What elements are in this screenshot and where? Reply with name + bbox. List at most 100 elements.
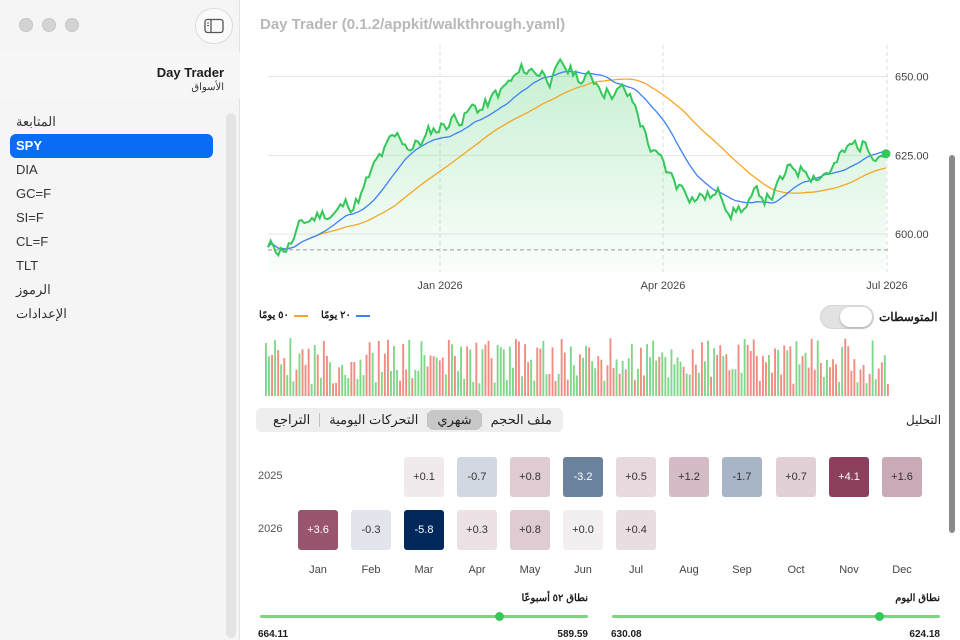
volume-bar bbox=[789, 346, 792, 396]
volume-bar bbox=[563, 352, 566, 396]
heatmap-cell[interactable]: +4.1 bbox=[829, 457, 869, 497]
x-tick-label: Jul 2026 bbox=[866, 280, 908, 292]
volume-bar bbox=[877, 368, 880, 396]
heatmap-cell[interactable]: +1.6 bbox=[882, 457, 922, 497]
volume-bar bbox=[835, 364, 837, 396]
volume-bar bbox=[432, 356, 435, 396]
heatmap-cell[interactable]: +0.8 bbox=[510, 510, 550, 550]
volume-bar bbox=[829, 367, 831, 396]
volume-bar bbox=[612, 367, 615, 396]
analysis-tab[interactable]: شهري bbox=[428, 410, 481, 430]
heatmap-cell[interactable]: -0.3 bbox=[351, 510, 391, 550]
volume-bar bbox=[600, 359, 603, 396]
volume-bar bbox=[804, 352, 807, 396]
volume-bar bbox=[508, 346, 511, 396]
week52-low-value: 589.59 bbox=[557, 629, 588, 640]
volume-bar bbox=[560, 339, 563, 396]
volume-bar bbox=[484, 344, 487, 396]
sidebar-scrollbar[interactable] bbox=[226, 113, 236, 638]
minimize-window-button[interactable] bbox=[42, 18, 56, 32]
volume-bar bbox=[347, 378, 350, 396]
analysis-tab[interactable]: ملف الحجم bbox=[490, 412, 552, 427]
sidebar-item[interactable]: SPY bbox=[10, 134, 213, 158]
volume-bar bbox=[801, 355, 804, 396]
sidebar-item[interactable]: الرموز bbox=[16, 282, 51, 297]
heatmap-cell[interactable]: +0.0 bbox=[563, 510, 603, 550]
volume-bar bbox=[380, 371, 383, 396]
volume-bar bbox=[701, 342, 703, 396]
heatmap-cell[interactable]: +0.1 bbox=[404, 457, 444, 497]
sidebar-item[interactable]: GC=F bbox=[16, 186, 52, 201]
heatmap-month-label: Mar bbox=[414, 564, 434, 576]
segment-divider bbox=[480, 413, 482, 427]
price-area bbox=[268, 59, 886, 272]
y-tick-label: 650.00 bbox=[895, 72, 929, 84]
volume-bar bbox=[862, 365, 865, 396]
sidebar-item[interactable]: DIA bbox=[16, 162, 38, 177]
analysis-tab[interactable]: التراجع bbox=[273, 412, 311, 427]
heatmap-cell[interactable]: +0.3 bbox=[457, 510, 497, 550]
volume-bar bbox=[667, 377, 670, 396]
sidebar-item[interactable]: CL=F bbox=[16, 234, 49, 249]
close-window-button[interactable] bbox=[19, 18, 33, 32]
volume-bar bbox=[576, 375, 578, 396]
volume-bar bbox=[868, 374, 871, 396]
heatmap-cell[interactable]: +3.6 bbox=[298, 510, 338, 550]
heatmap-month-label: Sep bbox=[732, 564, 752, 576]
heatmap-cell[interactable]: +0.7 bbox=[776, 457, 816, 497]
volume-bar bbox=[728, 370, 731, 396]
volume-bar bbox=[569, 346, 572, 396]
volume-bar bbox=[286, 375, 289, 396]
volume-bar bbox=[478, 383, 481, 396]
volume-bar bbox=[268, 356, 270, 396]
x-axis: Jan 2026 Apr 2026 Jul 2026 bbox=[417, 280, 907, 292]
volume-bar bbox=[405, 369, 408, 396]
volume-bar bbox=[554, 381, 557, 396]
volume-bar bbox=[704, 361, 706, 396]
volume-bar bbox=[880, 362, 883, 396]
ma20-legend-swatch bbox=[355, 314, 370, 317]
heatmap-cell[interactable]: -0.7 bbox=[457, 457, 497, 497]
heatmap-cell[interactable]: +1.2 bbox=[669, 457, 709, 497]
heatmap-cell[interactable]: +0.8 bbox=[510, 457, 550, 497]
volume-bar bbox=[341, 364, 344, 396]
heatmap-cell[interactable]: -5.8 bbox=[404, 510, 444, 550]
volume-bar bbox=[466, 346, 469, 396]
sidebar-item[interactable]: TLT bbox=[16, 258, 39, 273]
heatmap-cell[interactable]: -1.7 bbox=[722, 457, 762, 497]
volume-bar bbox=[661, 352, 664, 396]
volume-bar bbox=[487, 340, 490, 396]
sidebar-item[interactable]: الإعدادات bbox=[16, 306, 67, 321]
volume-bar bbox=[853, 359, 856, 396]
volume-bar bbox=[688, 374, 691, 396]
heatmap-month-label: Apr bbox=[468, 564, 486, 576]
sidebar-item[interactable]: SI=F bbox=[16, 210, 44, 225]
volume-bar bbox=[786, 350, 789, 396]
volume-bar bbox=[527, 362, 530, 396]
ma50-legend-label: ٥٠ يومًا bbox=[259, 310, 289, 321]
volume-bar bbox=[338, 367, 341, 396]
volume-bar bbox=[350, 362, 353, 396]
sidebar-item[interactable]: المتابعة bbox=[16, 114, 56, 129]
main-scrollbar[interactable] bbox=[949, 155, 955, 533]
y-tick-label: 600.00 bbox=[895, 229, 929, 241]
heatmap-cell[interactable]: +0.4 bbox=[616, 510, 656, 550]
volume-bar bbox=[414, 369, 417, 396]
price-chart[interactable]: Jan 2026 Apr 2026 Jul 2026 650.00 625.00 600… bbox=[240, 0, 940, 300]
sidebar-toggle-button[interactable] bbox=[195, 8, 233, 44]
volume-bar bbox=[585, 346, 587, 396]
volume-chart bbox=[265, 338, 889, 396]
volume-bar bbox=[847, 346, 850, 396]
heatmap-cell[interactable]: +0.5 bbox=[616, 457, 656, 497]
zoom-window-button[interactable] bbox=[65, 18, 79, 32]
heatmap-cell[interactable]: -3.2 bbox=[563, 457, 603, 497]
volume-bar bbox=[344, 374, 347, 396]
segment-divider bbox=[427, 413, 429, 427]
heatmap-year-label: 2025 bbox=[258, 470, 283, 482]
averages-toggle[interactable] bbox=[820, 305, 874, 329]
analysis-label: التحليل bbox=[906, 413, 942, 427]
analysis-tab[interactable]: التحركات اليومية bbox=[329, 412, 419, 427]
volume-bar bbox=[469, 349, 472, 396]
x-tick-label: Jan 2026 bbox=[417, 280, 462, 292]
